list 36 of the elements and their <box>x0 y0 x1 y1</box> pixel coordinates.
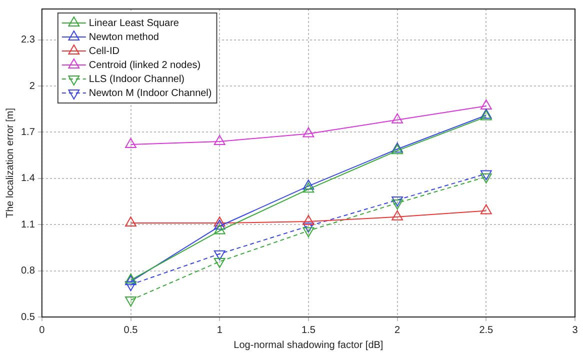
legend-label: Newton method <box>88 32 159 43</box>
x-tick-label: 1.5 <box>302 324 316 336</box>
legend-label: LLS (Indoor Channel) <box>88 74 185 85</box>
x-tick-label: 0 <box>39 324 46 336</box>
y-tick-label: 2 <box>29 80 36 92</box>
x-tick-label: 2 <box>394 324 401 336</box>
y-tick-label: 0.5 <box>20 312 36 323</box>
y-axis-title: The localization error [m] <box>4 108 16 218</box>
point <box>125 216 136 227</box>
point <box>480 204 492 214</box>
point <box>480 100 492 110</box>
point <box>302 182 314 193</box>
legend-label: Linear Least Square <box>88 18 180 29</box>
y-tick-label: 1.7 <box>20 126 36 138</box>
point <box>214 220 226 230</box>
x-axis-title: Log-normal shadowing factor [dB] <box>234 340 384 351</box>
point <box>214 216 226 227</box>
point <box>302 215 314 226</box>
y-tick-label: 1.1 <box>20 219 36 230</box>
legend-label: Newton M (Indoor Channel) <box>88 88 212 99</box>
y-tick-label: 0.8 <box>20 266 36 277</box>
point <box>302 127 314 138</box>
point <box>214 134 226 145</box>
point <box>302 180 314 190</box>
y-tick-label: 2.3 <box>20 34 36 46</box>
point <box>125 138 136 148</box>
point <box>392 210 403 220</box>
x-tick-label: 0.5 <box>124 324 138 336</box>
y-tick-label: 1.4 <box>20 173 36 184</box>
point <box>214 224 226 234</box>
legend-label: Centroid (linked 2 nodes) <box>88 60 201 71</box>
x-tick-label: 3 <box>572 324 578 336</box>
x-tick-label: 2.5 <box>479 324 494 336</box>
legend-label: Cell-ID <box>88 46 120 57</box>
x-tick-label: 1 <box>216 324 223 336</box>
point <box>392 113 403 124</box>
